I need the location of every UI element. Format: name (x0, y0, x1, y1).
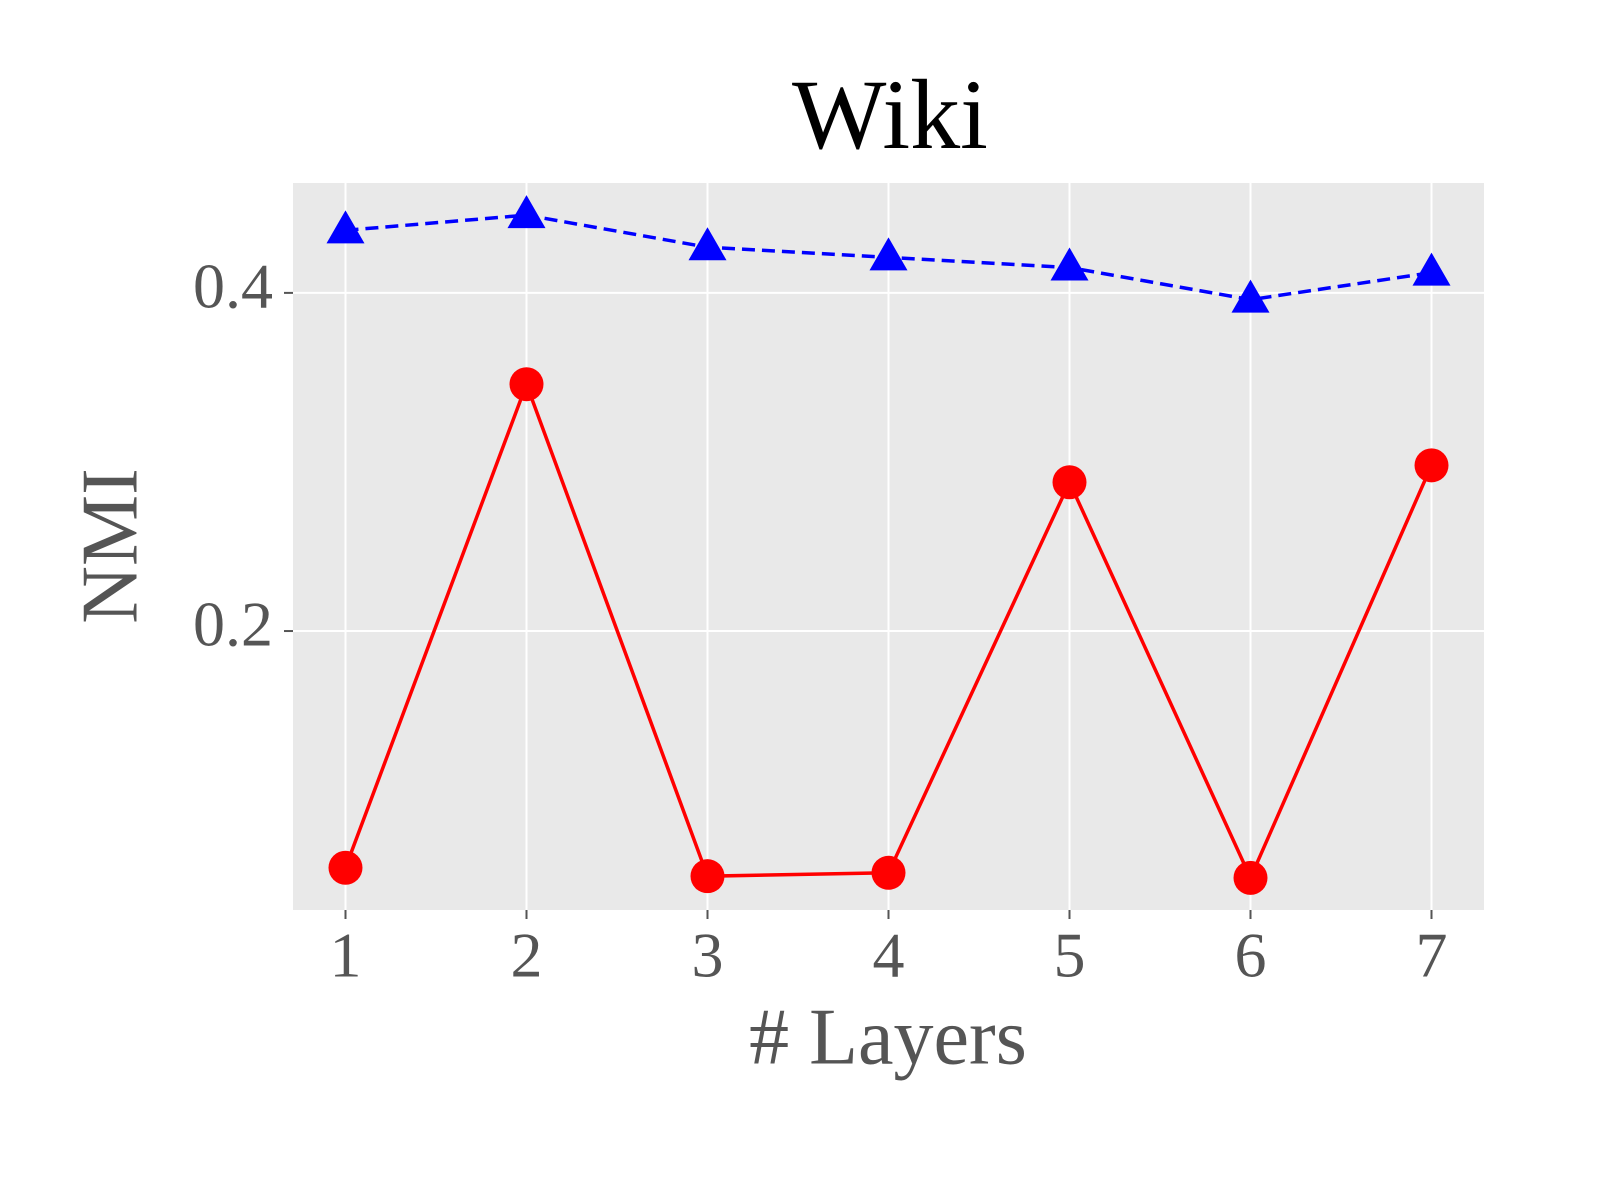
marker (507, 195, 546, 229)
marker (1231, 279, 1270, 313)
y-axis-label: NMI (66, 468, 154, 624)
x-tick-label: 6 (1235, 920, 1267, 991)
marker (871, 855, 906, 890)
marker (688, 227, 727, 261)
x-tick-label: 3 (691, 920, 723, 991)
marker (509, 367, 544, 402)
y-tick-label: 0.4 (193, 251, 273, 322)
marker (690, 859, 725, 894)
marker (1052, 465, 1087, 500)
marker (1050, 247, 1089, 281)
chart-title: Wiki (792, 59, 988, 170)
y-tick-label: 0.2 (193, 589, 273, 660)
marker (326, 210, 365, 244)
marker (1414, 448, 1449, 483)
marker (1412, 252, 1451, 286)
x-tick-label: 2 (510, 920, 542, 991)
marker (1233, 860, 1268, 895)
x-tick-label: 5 (1054, 920, 1086, 991)
x-tick-label: 1 (329, 920, 361, 991)
x-axis-label: # Layers (749, 993, 1027, 1081)
marker (869, 237, 908, 271)
marker (328, 850, 363, 885)
x-tick-label: 4 (873, 920, 905, 991)
x-tick-label: 7 (1416, 920, 1448, 991)
